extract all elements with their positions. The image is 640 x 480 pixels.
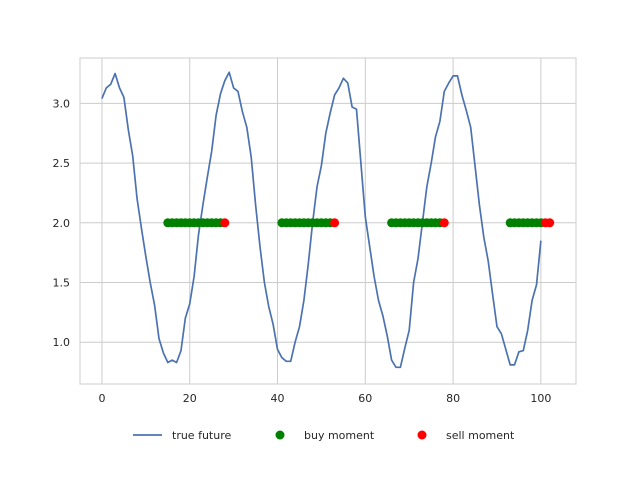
plot-marks [101, 71, 555, 369]
x-tick-label: 60 [358, 392, 372, 405]
legend-swatch-buy-moment [275, 430, 285, 440]
legend-label-true-future: true future [172, 429, 231, 442]
x-tick-label: 100 [530, 392, 551, 405]
y-tick-label: 1.5 [53, 276, 71, 289]
legend-label-buy-moment: buy moment [304, 429, 375, 442]
x-tick-label: 80 [446, 392, 460, 405]
point-sell-moment [330, 218, 340, 228]
y-tick-label: 1.0 [53, 336, 71, 349]
x-tick-label: 20 [183, 392, 197, 405]
y-tick-label: 2.5 [53, 157, 71, 170]
x-tick-label: 40 [271, 392, 285, 405]
point-sell-moment [545, 218, 555, 228]
y-tick-label: 3.0 [53, 97, 71, 110]
y-axis: 1.0 1.5 2.0 2.5 3.0 [53, 97, 71, 349]
series-line-true-future [101, 71, 542, 369]
legend-label-sell-moment: sell moment [446, 429, 515, 442]
legend: true future buy moment sell moment [133, 429, 515, 442]
legend-swatch-sell-moment [417, 430, 427, 440]
x-axis: 0 20 40 60 80 100 [98, 392, 551, 405]
x-tick-label: 0 [98, 392, 105, 405]
point-sell-moment [220, 218, 230, 228]
point-sell-moment [439, 218, 449, 228]
y-tick-label: 2.0 [53, 217, 71, 230]
